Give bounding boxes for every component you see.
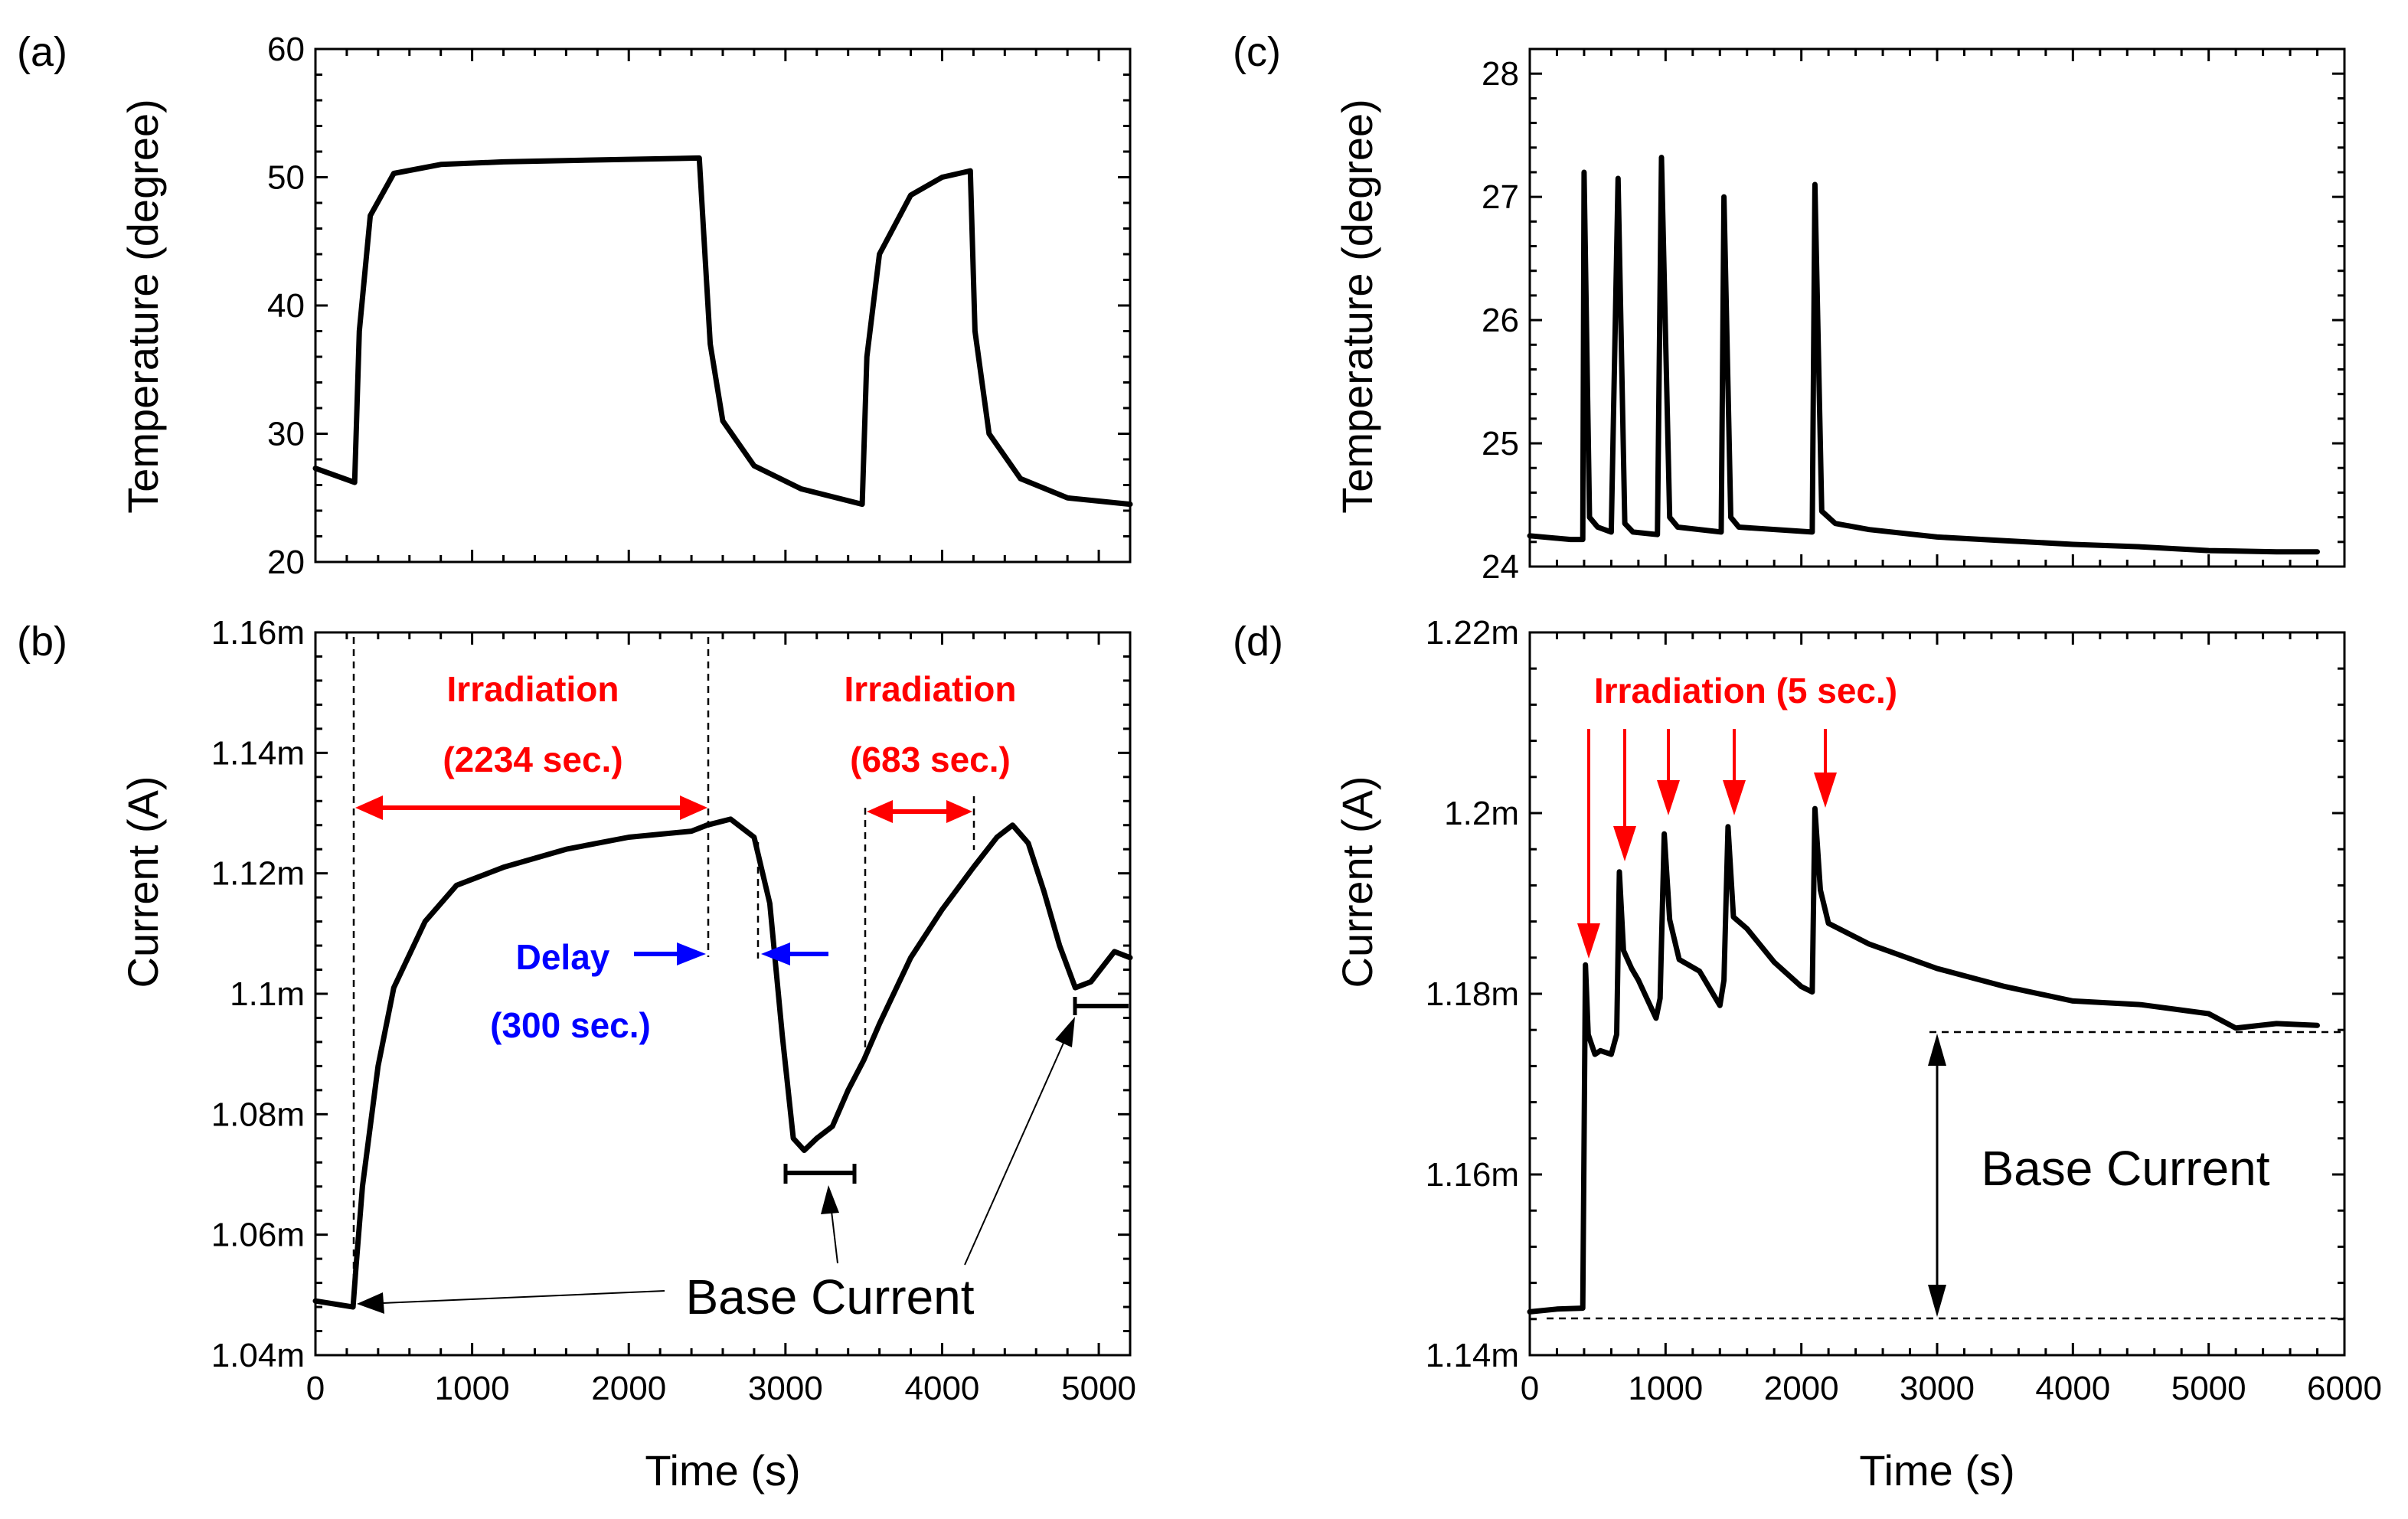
panel-letter-c: (c) (1233, 29, 1281, 75)
series-line-d (1527, 805, 2320, 1315)
y-tick-label-a: 20 (267, 544, 305, 581)
y-tick-label-d: 1.16m (1426, 1156, 1519, 1194)
series-line-b (312, 816, 1133, 1310)
x-tick-label-b: 0 (306, 1370, 325, 1407)
irradiation-arrowhead-left-2 (867, 800, 893, 823)
series-layer (312, 155, 2320, 1315)
irradiation-label-2: Irradiation (845, 669, 1017, 709)
x-tick-label-d: 5000 (2171, 1370, 2246, 1407)
irradiation-label-d: Irradiation (5 sec.) (1594, 671, 1897, 710)
x-tick-label-b: 5000 (1061, 1370, 1136, 1407)
series-line-a (312, 155, 1133, 508)
base-current-arrowhead-2 (821, 1185, 839, 1214)
panel-letter-b: (b) (17, 619, 67, 665)
base-current-label-d: Base Current (1981, 1141, 2269, 1196)
y-tick-label-b: 1.14m (211, 734, 305, 772)
delay-arrowhead-right (761, 942, 790, 965)
irradiation-arrowhead-left-1 (355, 795, 383, 820)
y-tick-label-d: 1.22m (1426, 614, 1519, 652)
x-axis-title-b: Time (s) (645, 1446, 800, 1494)
irradiation-arrowhead-4 (1723, 780, 1746, 815)
plot-frame-c (1528, 47, 2346, 568)
irradiation-arrowhead-right-2 (946, 800, 972, 823)
irradiation-arrowhead-2 (1613, 826, 1636, 861)
series-line-c (1527, 155, 2320, 555)
y-tick-label-d: 1.2m (1444, 795, 1519, 832)
irradiation-arrowhead-5 (1814, 773, 1837, 808)
x-tick-label-b: 4000 (905, 1370, 980, 1407)
y-axis-title-a: Temperature (degree) (119, 99, 167, 514)
x-tick-label-d: 1000 (1628, 1370, 1703, 1407)
x-tick-label-b: 1000 (435, 1370, 510, 1407)
x-tick-label-d: 2000 (1764, 1370, 1839, 1407)
y-tick-label-d: 1.14m (1426, 1337, 1519, 1374)
y-tick-label-c: 24 (1482, 548, 1519, 586)
y-tick-label-d: 1.18m (1426, 975, 1519, 1013)
irradiation-label-1: Irradiation (447, 669, 619, 709)
y-tick-label-b: 1.08m (211, 1096, 305, 1133)
base-current-arrowhead-3 (1055, 1017, 1075, 1047)
axes-layer: 20 30 40 50 60 1.04m 1.06m 1.08m 1.1m 1.12m 1.14m 1… (211, 31, 2382, 1407)
base-current-arrowhead-down (1928, 1285, 1946, 1317)
annotations-b: Irradiation (2234 sec.) Irradiation (683… (352, 637, 1129, 1325)
y-tick-label-c: 27 (1482, 178, 1519, 216)
base-current-pointer-1 (382, 1290, 665, 1304)
delay-arrowhead-left (677, 942, 706, 965)
irradiation-duration-1: (2234 sec.) (443, 740, 622, 779)
y-tick-label-c: 26 (1482, 302, 1519, 339)
plot-frame-a (314, 47, 1132, 564)
x-axis-title-d: Time (s) (1859, 1446, 2014, 1494)
base-current-pointer-3 (964, 1040, 1065, 1266)
base-current-arrowhead-up (1928, 1034, 1946, 1066)
y-axis-title-d: Current (A) (1333, 776, 1381, 988)
panel-letter-d: (d) (1233, 619, 1283, 665)
x-tick-label-b: 3000 (748, 1370, 823, 1407)
y-axis-title-c: Temperature (degree) (1333, 99, 1381, 514)
y-tick-label-a: 30 (267, 416, 305, 453)
y-tick-label-b: 1.1m (230, 975, 305, 1013)
base-current-arrowhead-1 (357, 1292, 384, 1314)
delay-duration: (300 sec.) (490, 1005, 651, 1045)
base-current-label-b: Base Current (685, 1269, 974, 1325)
y-tick-label-a: 40 (267, 287, 305, 325)
y-tick-label-a: 60 (267, 31, 305, 68)
y-tick-label-b: 1.04m (211, 1337, 305, 1374)
annotations-d: Irradiation (5 sec.) Base Current (1547, 671, 2344, 1320)
y-tick-label-b: 1.16m (211, 614, 305, 652)
irradiation-arrowhead-3 (1657, 780, 1680, 815)
panel-letter-a: (a) (17, 29, 67, 75)
y-axis-title-b: Current (A) (119, 776, 167, 988)
base-current-pointer-2 (831, 1210, 838, 1264)
irradiation-arrowhead-right-1 (680, 795, 707, 820)
x-tick-label-d: 0 (1521, 1370, 1539, 1407)
x-tick-label-d: 4000 (2035, 1370, 2110, 1407)
x-tick-label-b: 2000 (591, 1370, 666, 1407)
irradiation-duration-2: (683 sec.) (850, 740, 1011, 779)
y-tick-label-c: 25 (1482, 425, 1519, 462)
y-tick-label-a: 50 (267, 159, 305, 197)
delay-label: Delay (516, 937, 610, 977)
y-tick-label-b: 1.06m (211, 1217, 305, 1254)
x-tick-label-d: 3000 (1900, 1370, 1975, 1407)
y-tick-label-b: 1.12m (211, 855, 305, 893)
y-tick-label-c: 28 (1482, 55, 1519, 93)
x-tick-label-d: 6000 (2307, 1370, 2382, 1407)
irradiation-arrowhead-1 (1577, 923, 1600, 959)
